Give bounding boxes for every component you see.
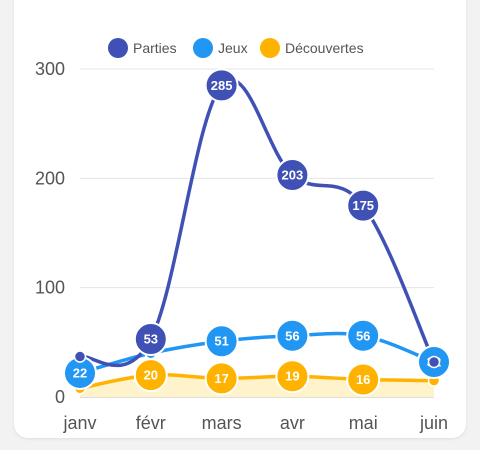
legend-label-decouvertes: Découvertes <box>285 40 364 56</box>
point-parties <box>133 322 168 357</box>
x-tick-label: janv <box>62 413 96 433</box>
y-tick-label: 0 <box>55 387 65 407</box>
data-label-parties: 175 <box>352 198 374 213</box>
x-tick-label: avr <box>280 413 305 433</box>
data-label-decouvertes: 20 <box>144 368 158 383</box>
data-label-decouvertes: 16 <box>356 372 370 387</box>
line-jeux <box>78 331 436 375</box>
data-label-parties: 53 <box>144 332 158 347</box>
line-parties <box>78 78 436 368</box>
x-tick-label: mars <box>202 413 242 433</box>
y-tick-label: 300 <box>35 59 65 79</box>
data-label-jeux: 56 <box>356 328 370 343</box>
y-tick-label: 100 <box>35 278 65 298</box>
point-parties <box>427 355 441 369</box>
point-parties <box>275 158 310 193</box>
data-label-parties: 285 <box>211 78 233 93</box>
y-tick-label: 200 <box>35 168 65 188</box>
point-parties <box>73 350 87 363</box>
point-jeux <box>346 318 381 353</box>
legend-marker-parties <box>108 38 128 58</box>
point-jeux <box>204 324 239 359</box>
point-parties <box>204 68 239 103</box>
point-decouvertes <box>275 359 310 394</box>
data-label-parties: 203 <box>282 168 304 183</box>
x-tick-label: févr <box>136 413 166 433</box>
x-tick-label: juin <box>419 413 448 433</box>
axis-labels: 0 100 200 300 janv févr mars avr mai juin <box>35 59 448 433</box>
point-parties <box>346 188 381 223</box>
series-lines <box>78 78 436 391</box>
legend: Parties Jeux Découvertes <box>108 38 364 58</box>
data-label-decouvertes: 19 <box>285 369 299 384</box>
point-decouvertes <box>204 361 239 396</box>
point-jeux <box>275 318 310 353</box>
data-label-decouvertes: 17 <box>214 371 228 386</box>
legend-marker-jeux <box>193 38 213 58</box>
data-label-jeux: 51 <box>214 334 228 349</box>
data-points: 20171916225156563253285203175 <box>63 68 451 397</box>
x-tick-label: mai <box>349 413 378 433</box>
data-label-jeux: 22 <box>73 365 87 380</box>
legend-label-parties: Parties <box>133 40 177 56</box>
data-label-jeux: 56 <box>285 328 299 343</box>
point-decouvertes <box>346 362 381 397</box>
legend-marker-decouvertes <box>260 38 280 58</box>
legend-label-jeux: Jeux <box>218 40 248 56</box>
